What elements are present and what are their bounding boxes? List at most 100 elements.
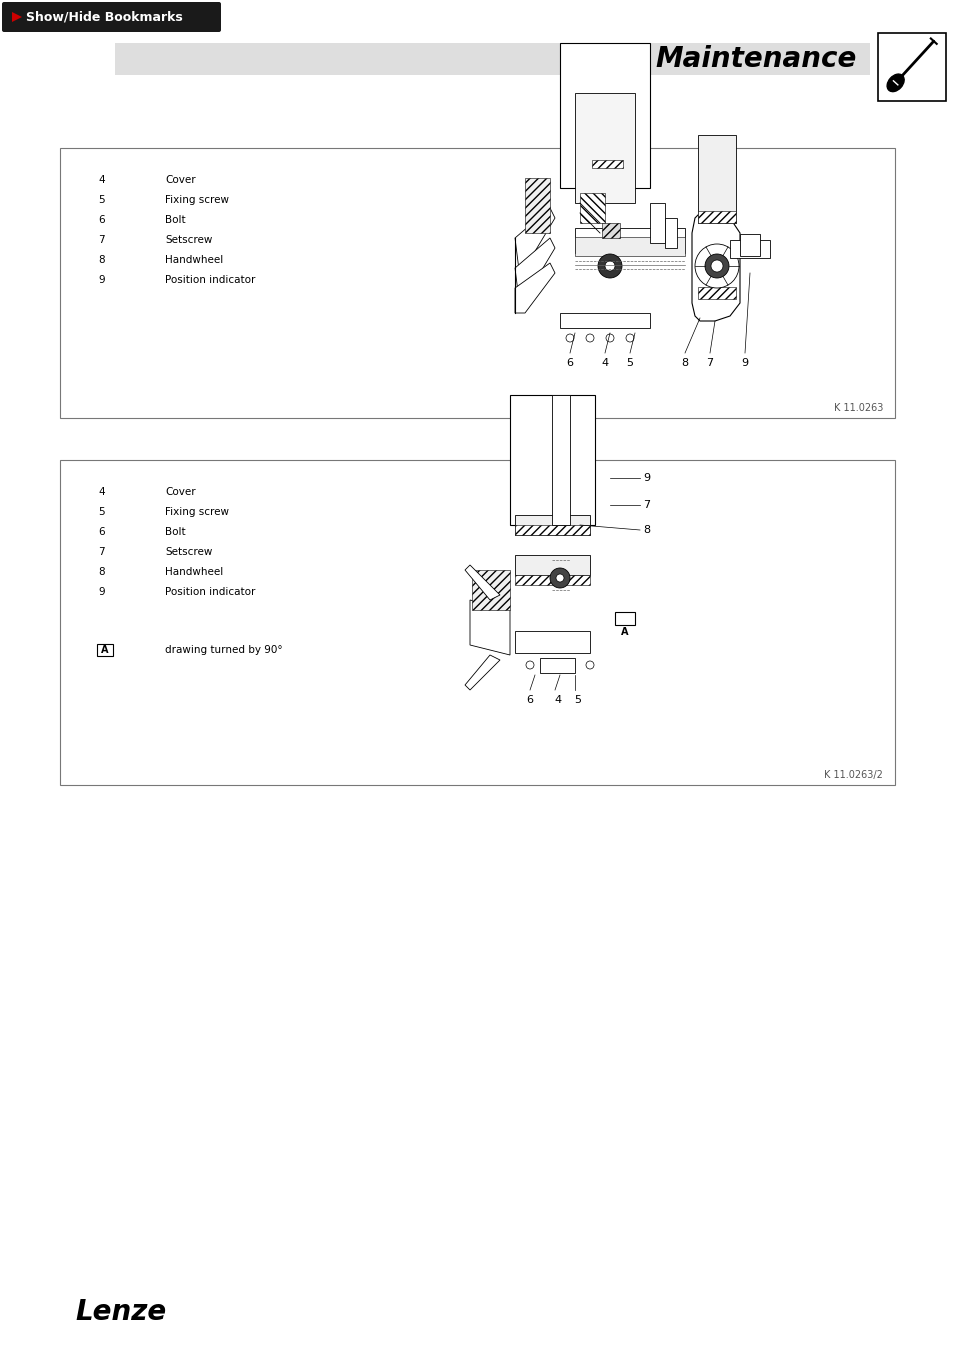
Bar (698, 286, 735, 299)
Circle shape (585, 334, 594, 342)
Text: 8: 8 (98, 255, 105, 265)
Text: Handwheel: Handwheel (165, 567, 223, 577)
Bar (510, 394, 595, 526)
Text: 6: 6 (526, 694, 533, 705)
Circle shape (566, 482, 573, 488)
Polygon shape (12, 12, 22, 22)
Circle shape (556, 574, 563, 582)
Text: 5: 5 (98, 195, 105, 205)
Bar (615, 612, 635, 626)
Circle shape (581, 482, 587, 488)
Text: Bolt: Bolt (165, 215, 186, 226)
Text: 6: 6 (98, 215, 105, 226)
Polygon shape (515, 238, 555, 308)
Text: A: A (620, 627, 628, 638)
Text: 8: 8 (98, 567, 105, 577)
Polygon shape (470, 600, 510, 655)
Circle shape (565, 661, 574, 669)
Text: 7: 7 (98, 235, 105, 245)
Text: 4: 4 (98, 176, 105, 185)
Text: K 11.0263: K 11.0263 (833, 403, 882, 413)
Bar (575, 93, 635, 203)
Text: K 11.0263/2: K 11.0263/2 (823, 770, 882, 780)
Bar (524, 178, 550, 232)
Text: Handwheel: Handwheel (165, 255, 223, 265)
Bar (115, 43, 869, 76)
Bar (97, 644, 112, 657)
Circle shape (553, 499, 566, 512)
Polygon shape (515, 263, 555, 313)
Text: Bolt: Bolt (165, 527, 186, 536)
Bar (559, 43, 649, 188)
Text: A: A (101, 644, 109, 655)
Bar (539, 658, 575, 673)
Text: drawing turned by 90°: drawing turned by 90° (165, 644, 282, 655)
Bar (729, 240, 769, 258)
Text: 9: 9 (98, 586, 105, 597)
Text: 6: 6 (566, 358, 573, 367)
Text: Fixing screw: Fixing screw (165, 195, 229, 205)
Bar (740, 234, 760, 255)
Text: Fixing screw: Fixing screw (165, 507, 229, 517)
Bar (592, 159, 622, 168)
Text: 5: 5 (626, 358, 633, 367)
Text: Position indicator: Position indicator (165, 586, 255, 597)
Text: Cover: Cover (165, 486, 195, 497)
Circle shape (585, 661, 594, 669)
Bar (575, 228, 684, 253)
Circle shape (545, 661, 554, 669)
Circle shape (605, 334, 614, 342)
Text: Lenze: Lenze (75, 1298, 166, 1325)
Text: Setscrew: Setscrew (165, 547, 213, 557)
Bar (579, 193, 604, 223)
Circle shape (598, 254, 621, 278)
Bar (649, 203, 664, 243)
Polygon shape (691, 213, 740, 322)
Text: Setscrew: Setscrew (165, 235, 213, 245)
Circle shape (625, 334, 634, 342)
Bar (515, 576, 589, 585)
Polygon shape (464, 655, 499, 690)
Bar (589, 143, 624, 168)
Bar (698, 135, 735, 223)
Bar (60, 149, 894, 417)
Bar (515, 631, 589, 653)
Bar (544, 458, 571, 490)
FancyBboxPatch shape (2, 1, 221, 32)
Text: 7: 7 (706, 358, 713, 367)
Bar (515, 555, 589, 576)
Text: 8: 8 (680, 358, 688, 367)
Circle shape (545, 490, 574, 519)
Text: 9: 9 (98, 276, 105, 285)
Circle shape (604, 261, 615, 272)
Text: Maintenance: Maintenance (655, 45, 856, 73)
Circle shape (550, 567, 569, 588)
Bar (526, 463, 587, 471)
Text: Cover: Cover (165, 176, 195, 185)
Bar (524, 420, 589, 470)
Text: 9: 9 (740, 358, 748, 367)
Text: 4: 4 (98, 486, 105, 497)
Text: Show/Hide Bookmarks: Show/Hide Bookmarks (26, 11, 183, 23)
Bar (60, 459, 894, 785)
Bar (472, 570, 510, 611)
Text: 5: 5 (98, 507, 105, 517)
Bar (552, 394, 569, 526)
Text: 4: 4 (554, 694, 561, 705)
Circle shape (552, 482, 558, 488)
Text: 9: 9 (642, 473, 649, 484)
Text: 4: 4 (600, 358, 608, 367)
Text: 7: 7 (642, 500, 649, 509)
Bar (515, 515, 589, 535)
Circle shape (710, 259, 722, 272)
Ellipse shape (886, 74, 903, 92)
Bar (698, 211, 735, 223)
Bar (601, 223, 619, 238)
Circle shape (565, 334, 574, 342)
Text: 5: 5 (574, 694, 581, 705)
Bar (877, 32, 945, 101)
Text: 6: 6 (98, 527, 105, 536)
Bar (515, 526, 589, 535)
Circle shape (525, 661, 534, 669)
Text: 7: 7 (98, 547, 105, 557)
